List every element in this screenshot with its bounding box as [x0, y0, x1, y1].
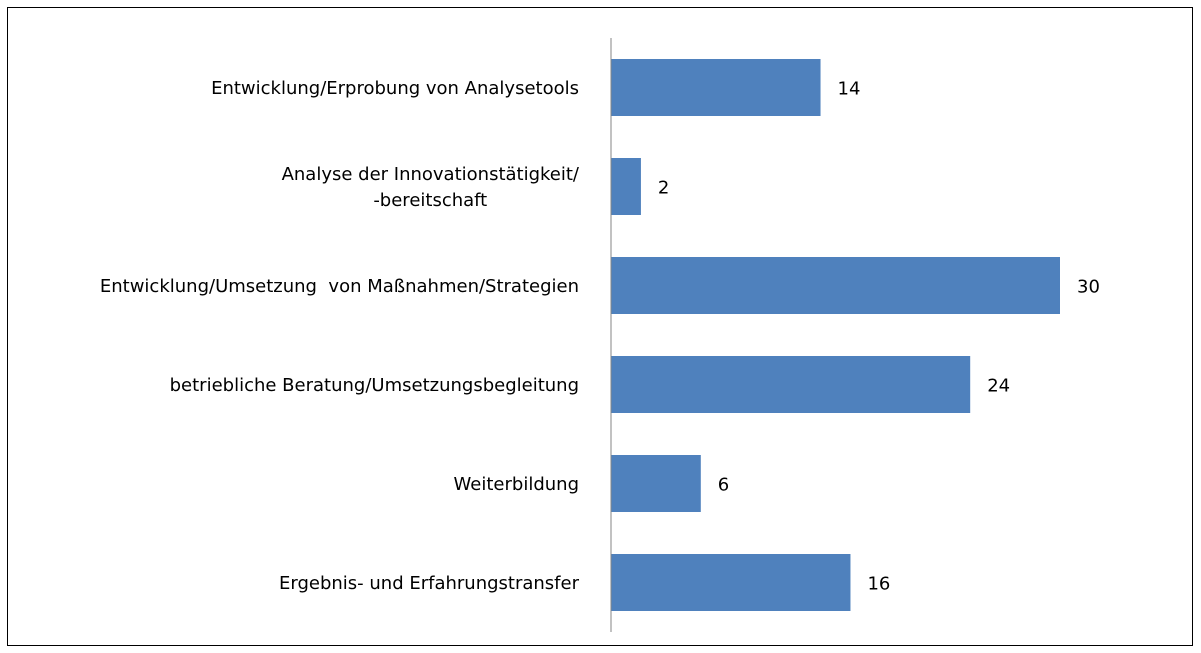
bar	[611, 356, 971, 413]
bar	[611, 158, 641, 215]
value-label: 6	[718, 475, 729, 496]
bar	[611, 554, 851, 611]
category-label: Analyse der Innovationstätigkeit/ -berei…	[281, 163, 579, 211]
bar	[611, 59, 821, 116]
value-label: 2	[658, 178, 669, 199]
category-label: Weiterbildung	[453, 473, 579, 495]
category-label: Entwicklung/Umsetzung von Maßnahmen/Stra…	[99, 275, 579, 297]
category-label: Ergebnis- und Erfahrungstransfer	[278, 572, 579, 594]
value-label: 30	[1077, 277, 1100, 298]
category-label: Entwicklung/Erprobung von Analysetools	[211, 77, 579, 99]
bar	[611, 455, 701, 512]
value-label: 24	[987, 376, 1010, 397]
value-label: 16	[867, 574, 890, 595]
chart-border	[7, 7, 1193, 646]
bar	[611, 257, 1060, 314]
category-label: betriebliche Beratung/Umsetzungsbegleitu…	[169, 374, 579, 396]
value-label: 14	[838, 79, 861, 100]
